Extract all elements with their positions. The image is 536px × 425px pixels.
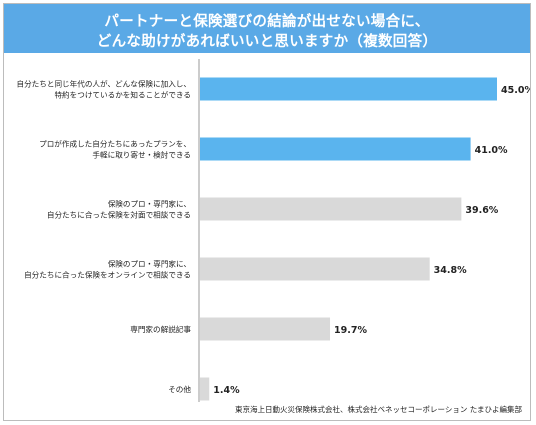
category-label-5-line-1: 専門家の解説記事 — [130, 324, 191, 334]
bar-chart: 45.0% 自分たちと同じ年代の人が、どんな保険に加入し、特約をつけているかを知る… — [16, 59, 530, 402]
category-label-3-line-1: 保険のプロ・専門家に、 — [108, 199, 191, 209]
value-label-6: 1.4% — [213, 385, 240, 396]
chart-title-line-1: パートナーと保険選びの結論が出せない場合に、 — [104, 14, 430, 30]
value-label-3: 39.6% — [465, 205, 498, 216]
category-label-2-line-2: 手軽に取り寄せ・検討できる — [92, 150, 191, 160]
category-label-2-line-1: プロが作成した自分たちにあったプランを、 — [39, 139, 191, 149]
value-label-5: 19.7% — [334, 325, 367, 336]
bar-3 — [200, 197, 462, 221]
title-banner: パートナーと保険選びの結論が出せない場合に、 どんな助けがあればいいと思いますか… — [4, 4, 530, 53]
category-label-1-line-2: 特約をつけているかを知ることができる — [54, 90, 191, 100]
category-label-3-line-2: 自分たちに合った保険を対面で相談できる — [47, 210, 191, 220]
bar-5 — [200, 317, 331, 341]
bar-6 — [200, 377, 210, 401]
chart-title-line-2: どんな助けがあればいいと思いますか（複数回答） — [96, 34, 438, 50]
category-label-6-line-1: その他 — [168, 384, 191, 394]
category-label-4-line-1: 保険のプロ・専門家に、 — [108, 259, 191, 269]
category-label-1-line-1: 自分たちと同じ年代の人が、どんな保険に加入し、 — [16, 79, 191, 89]
value-label-1: 45.0% — [501, 85, 530, 96]
bar-1 — [200, 77, 497, 101]
chart-frame: パートナーと保険選びの結論が出せない場合に、 どんな助けがあればいいと思いますか… — [3, 3, 531, 421]
bar-4 — [200, 257, 430, 281]
value-label-2: 41.0% — [475, 145, 508, 156]
bar-2 — [200, 137, 471, 161]
category-label-4-line-2: 自分たちに合った保険をオンラインで相談できる — [24, 270, 191, 280]
value-label-4: 34.8% — [434, 265, 467, 276]
source-credit: 東京海上日動火災保険株式会社、株式会社ベネッセコーポレーション たまひよ編集部 — [234, 405, 522, 414]
